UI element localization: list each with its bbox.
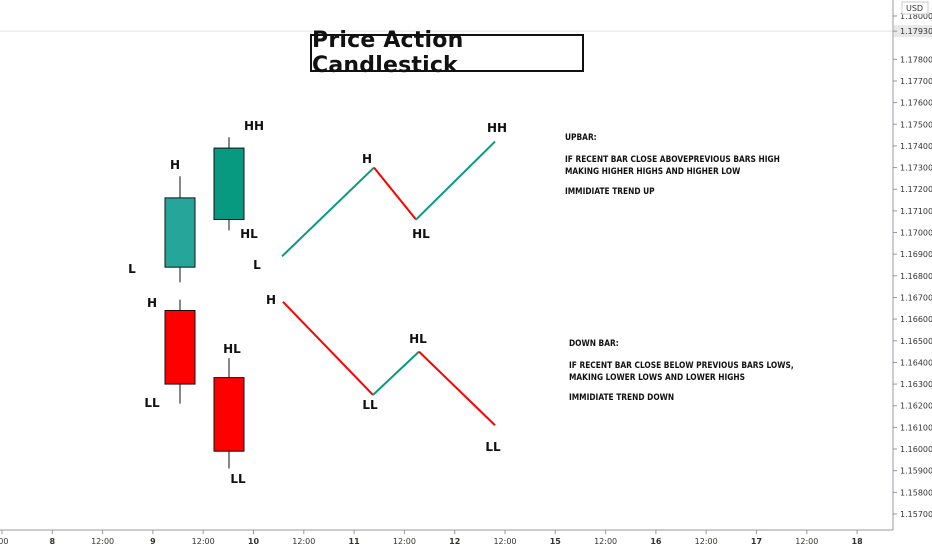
current-price-badge	[894, 25, 932, 38]
price-tick-label: 1.17100	[900, 207, 932, 216]
price-tick-label: 1.17000	[900, 229, 932, 238]
upswing-segment-2	[373, 166, 417, 221]
time-tick-label: 12:00	[795, 537, 818, 546]
time-tick-label: 9	[150, 537, 156, 546]
price-tick-label: 1.16400	[900, 358, 932, 367]
chart-title: Price Action Candlestick	[312, 28, 464, 78]
candle-label-hl: HL	[240, 227, 258, 241]
price-tick-label: 1.16600	[900, 315, 932, 324]
upbar-line-1: IF RECENT BAR CLOSE ABOVEPREVIOUS BARS H…	[565, 155, 780, 165]
candle-label-h-2: H	[147, 296, 157, 310]
time-tick-label: 12:00	[192, 537, 215, 546]
price-tick-label: 1.16200	[900, 402, 932, 411]
downswing-segment-2	[372, 350, 420, 396]
time-tick-label: 12:00	[594, 537, 617, 546]
down-candle-2	[213, 358, 245, 469]
downswing-label-hl: HL	[409, 332, 427, 346]
downbar-line-1: IF RECENT BAR CLOSE BELOW PREVIOUS BARS …	[569, 361, 794, 371]
candles	[164, 137, 245, 469]
upswing-segment-1	[281, 166, 375, 258]
price-tick-label: 1.16900	[900, 250, 932, 259]
candle-label-hl-2: HL	[223, 342, 241, 356]
price-tick-label: 1.16100	[900, 423, 932, 432]
downswing-segment-1	[282, 301, 374, 396]
price-tick-label: 1.15900	[900, 467, 932, 476]
price-tick-label: 1.16300	[900, 380, 932, 389]
price-tick-label: 1.16800	[900, 272, 932, 281]
downbar-heading: DOWN BAR:	[569, 339, 619, 349]
candle-label-h: H	[170, 158, 180, 172]
currency-label: USD	[906, 4, 923, 13]
downbar-line-3: IMMIDIATE TREND DOWN	[569, 393, 675, 403]
time-tick-label: 12:00	[393, 537, 416, 546]
down-candle-1-body	[164, 309, 196, 385]
price-tick-label: 1.15800	[900, 488, 932, 497]
candle-label-ll: LL	[144, 396, 160, 410]
time-tick-label: 12:00	[695, 537, 718, 546]
price-tick-label: 1.15700	[900, 510, 932, 519]
price-tick-label: 1.17600	[900, 99, 932, 108]
time-tick-label: :00	[0, 537, 8, 546]
price-tick-label: 1.16700	[900, 293, 932, 302]
up-candle-2	[213, 137, 245, 231]
upbar-line-2: MAKING HIGHER HIGHS AND HIGHER LOW	[565, 167, 741, 177]
price-tick-label: 1.17800	[900, 55, 932, 64]
upswing-label-hh: HH	[487, 121, 507, 135]
up-candle-2-body	[213, 147, 245, 221]
downswing-label-h: H	[266, 293, 276, 307]
down-candle-1	[164, 299, 196, 404]
time-tick-label: 11	[349, 537, 361, 546]
upbar-line-3: IMMIDIATE TREND UP	[565, 187, 655, 197]
time-tick-label: 12	[449, 537, 460, 546]
candle-label-hh: HH	[244, 119, 264, 133]
price-tick-label: 1.16000	[900, 445, 932, 454]
downbar-note: DOWN BAR: IF RECENT BAR CLOSE BELOW PREV…	[569, 338, 794, 404]
downswing-label-ll-end: LL	[485, 440, 501, 454]
upswing-label-hl: HL	[412, 227, 430, 241]
swing-lines	[281, 140, 496, 426]
upswing-label-h: H	[362, 152, 372, 166]
downbar-line-2: MAKING LOWER LOWS AND LOWER HIGHS	[569, 373, 745, 383]
chart-title-box: Price Action Candlestick	[310, 28, 584, 78]
downswing-segment-3	[418, 350, 496, 426]
price-tick-label: 1.17500	[900, 120, 932, 129]
upbar-heading: UPBAR:	[565, 133, 597, 143]
time-tick-label: 10	[248, 537, 260, 546]
time-tick-label: 17	[751, 537, 762, 546]
down-candle-2-body	[213, 377, 245, 452]
price-tick-label: 1.17400	[900, 142, 932, 151]
price-tick-label: 1.17200	[900, 185, 932, 194]
upswing-label-l: L	[253, 258, 261, 272]
candle-label-l: L	[128, 262, 136, 276]
time-tick-label: 16	[650, 537, 662, 546]
currency-box	[901, 1, 929, 15]
time-tick-label: 15	[550, 537, 562, 546]
time-axis: :00 8 12:00 9 12:00 10 12:00 11 12:00 12 12:00 15 12…	[0, 529, 893, 546]
price-tick-label: 1.16500	[900, 337, 932, 346]
time-tick-label: 12:00	[292, 537, 315, 546]
upswing-segment-3	[415, 140, 496, 221]
time-tick-label: 8	[50, 537, 56, 546]
up-candle-1-body	[164, 197, 196, 268]
price-axis: 1.18000 1.17930 1.17800 1.17700 1.17600 1.175…	[892, 0, 932, 530]
time-tick-label: 12:00	[91, 537, 114, 546]
downswing-label-ll: LL	[362, 398, 378, 412]
upbar-note: UPBAR: IF RECENT BAR CLOSE ABOVEPREVIOUS…	[565, 132, 780, 198]
time-tick-label: 18	[852, 537, 864, 546]
up-candle-1	[164, 176, 196, 283]
price-tick-label: 1.17300	[900, 164, 932, 173]
candle-label-ll-2: LL	[230, 472, 246, 486]
price-tick-label: 1.18000	[900, 12, 932, 21]
time-tick-label: 12:00	[493, 537, 516, 546]
price-tick-label: 1.17700	[900, 77, 932, 86]
price-tick-label: 1.17930	[900, 27, 932, 36]
